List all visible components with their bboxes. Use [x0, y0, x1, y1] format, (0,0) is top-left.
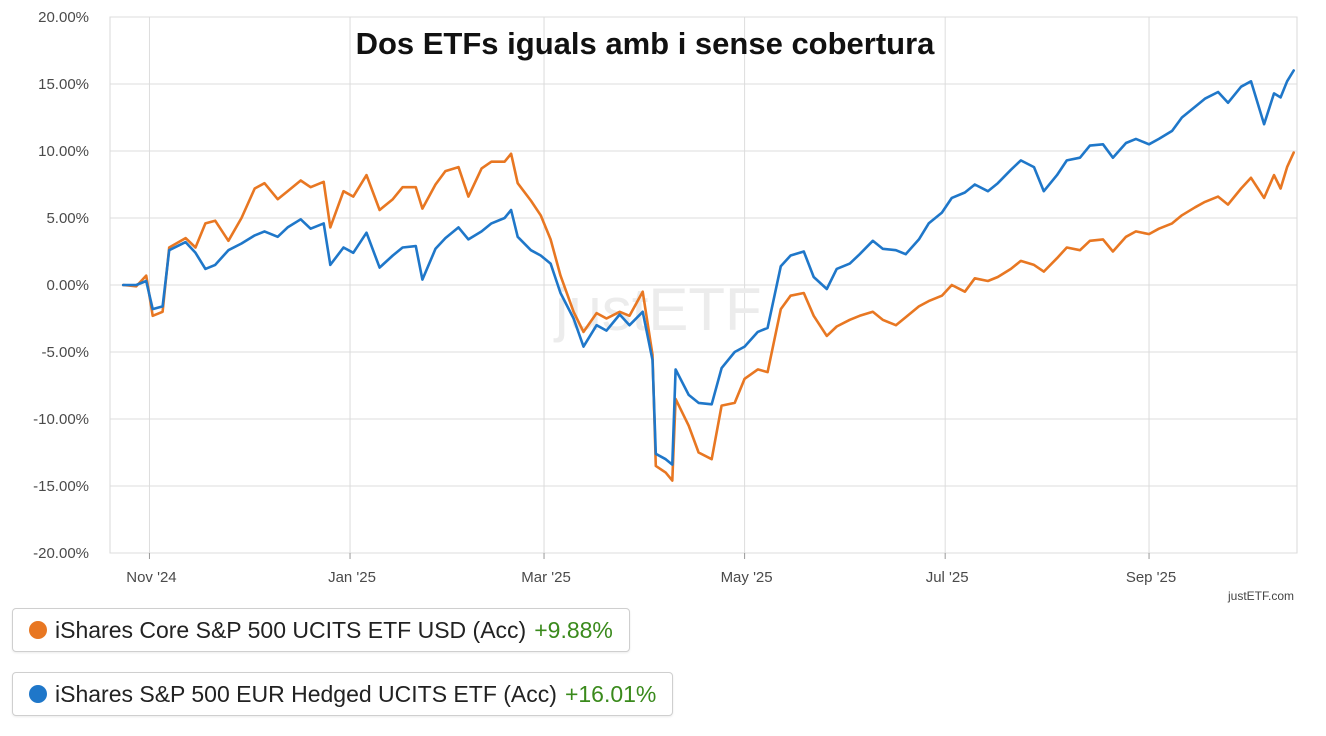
y-tick-label: 0.00%	[46, 277, 89, 294]
legend-series-change: +16.01%	[564, 680, 657, 707]
series-line-eur-hedged[interactable]	[121, 69, 1295, 466]
x-tick-label: Mar '25	[521, 569, 571, 586]
y-axis-ticks: 20.00% 15.00% 10.00% 5.00% 0.00% -5.00% -10.00…	[33, 9, 89, 562]
y-tick-label: -20.00%	[33, 545, 89, 562]
x-tick-label: Sep '25	[1126, 569, 1176, 586]
x-tick-label: Nov '24	[126, 569, 176, 586]
legend-series-name: iShares Core S&P 500 UCITS ETF USD (Acc)	[55, 616, 527, 643]
y-tick-label: -5.00%	[41, 344, 89, 361]
legend-dot-blue-icon	[29, 685, 47, 703]
series-lines	[121, 69, 1295, 482]
legend-series-change: +9.88%	[534, 616, 613, 643]
y-tick-label: 10.00%	[38, 143, 89, 160]
source-credit: justETF.com	[1227, 589, 1294, 603]
legend-series-name: iShares S&P 500 EUR Hedged UCITS ETF (Ac…	[55, 680, 557, 707]
x-tick-label: Jul '25	[926, 569, 969, 586]
y-tick-label: -15.00%	[33, 478, 89, 495]
x-axis-ticks: Nov '24 Jan '25 Mar '25 May '25 Jul '25 Sep '…	[126, 569, 1176, 586]
x-tick-label: Jan '25	[328, 569, 376, 586]
legend-dot-orange-icon	[29, 621, 47, 639]
y-tick-label: 5.00%	[46, 210, 89, 227]
legend-item-core-sp500[interactable]: iShares Core S&P 500 UCITS ETF USD (Acc)…	[12, 608, 630, 652]
line-chart: 20.00% 15.00% 10.00% 5.00% 0.00% -5.00% -10.00…	[33, 9, 1298, 603]
chart-title: Dos ETFs iguals amb i sense cobertura	[356, 26, 936, 61]
legend-item-eur-hedged[interactable]: iShares S&P 500 EUR Hedged UCITS ETF (Ac…	[12, 672, 674, 716]
x-tick-label: May '25	[721, 569, 773, 586]
chart-grid	[109, 16, 1298, 559]
y-tick-label: -10.00%	[33, 411, 89, 428]
y-tick-label: 15.00%	[38, 76, 89, 93]
watermark: justETF	[553, 276, 762, 343]
y-tick-label: 20.00%	[38, 9, 89, 26]
series-line-core-sp500[interactable]	[121, 151, 1295, 482]
